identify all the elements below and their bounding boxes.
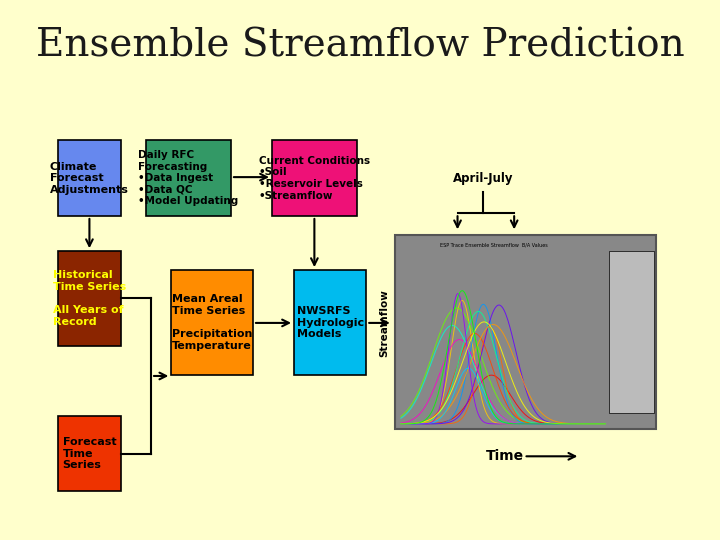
- Text: Daily RFC
Forecasting
•Data Ingest
•Data QC
•Model Updating: Daily RFC Forecasting •Data Ingest •Data…: [138, 150, 238, 206]
- FancyBboxPatch shape: [58, 251, 121, 346]
- FancyBboxPatch shape: [146, 140, 231, 216]
- Text: Climate
Forecast
Adjustments: Climate Forecast Adjustments: [50, 161, 129, 195]
- Text: Ensemble Streamflow Prediction: Ensemble Streamflow Prediction: [35, 28, 685, 64]
- FancyBboxPatch shape: [171, 270, 253, 375]
- Text: April-July: April-July: [452, 172, 513, 185]
- FancyBboxPatch shape: [58, 140, 121, 216]
- Text: Time: Time: [486, 449, 523, 463]
- FancyBboxPatch shape: [58, 416, 121, 491]
- Text: Current Conditions
•Soil
•Reservoir Levels
•Streamflow: Current Conditions •Soil •Reservoir Leve…: [258, 156, 370, 200]
- Text: Historical
Time Series

All Years of
Record: Historical Time Series All Years of Reco…: [53, 270, 126, 327]
- FancyBboxPatch shape: [608, 251, 654, 413]
- FancyBboxPatch shape: [294, 270, 366, 375]
- Text: Forecast
Time
Series: Forecast Time Series: [63, 437, 116, 470]
- FancyBboxPatch shape: [395, 235, 656, 429]
- Text: Streamflow: Streamflow: [379, 289, 389, 357]
- Text: ESP Trace Ensemble Streamflow  B/A Values: ESP Trace Ensemble Streamflow B/A Values: [440, 242, 548, 247]
- FancyBboxPatch shape: [272, 140, 357, 216]
- Text: Mean Areal
Time Series

Precipitation
Temperature: Mean Areal Time Series Precipitation Tem…: [172, 294, 252, 351]
- Text: NWSRFS
Hydrologic
Models: NWSRFS Hydrologic Models: [297, 306, 364, 339]
